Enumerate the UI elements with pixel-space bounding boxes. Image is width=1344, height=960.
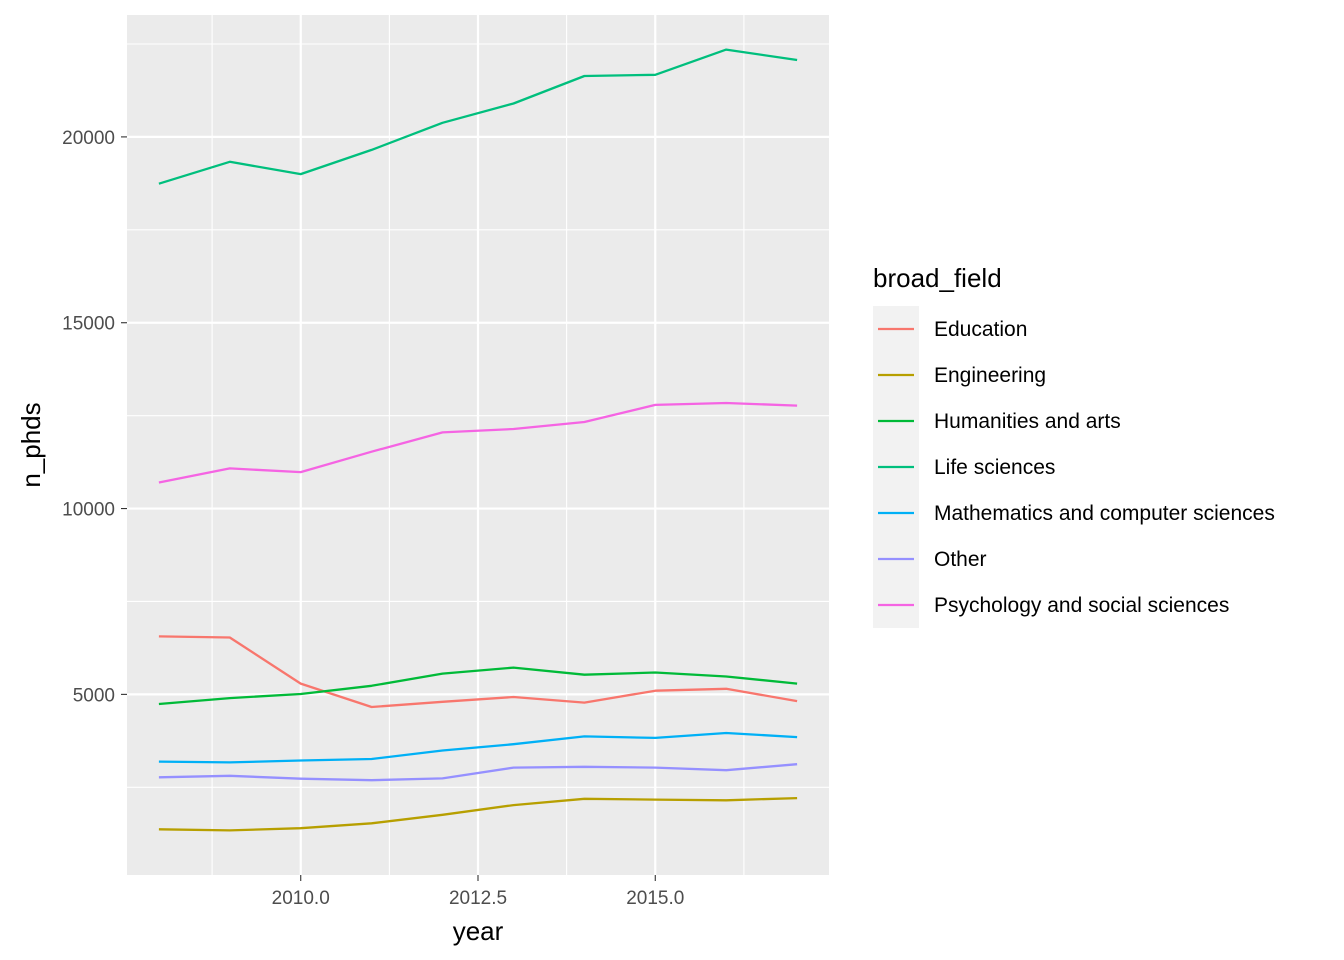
series-line-mathematics-and-computer-sciences [158, 731, 798, 764]
legend-label: Other [934, 548, 987, 571]
series-line-psychology-and-social-sciences [158, 401, 798, 484]
x-tick-label: 2012.5 [449, 888, 507, 909]
x-axis: 2010.0 2012.5 2015.0 [272, 875, 684, 909]
y-axis: 5000 10000 15000 20000 [62, 128, 127, 706]
series-lines [158, 48, 798, 832]
y-tick-label: 5000 [73, 685, 115, 706]
legend-label: Humanities and arts [934, 410, 1121, 433]
series-line-humanities-and-arts [158, 666, 798, 706]
series-line-other [158, 763, 798, 782]
x-tick-label: 2010.0 [272, 888, 330, 909]
y-tick-label: 10000 [62, 500, 115, 521]
y-tick-label: 15000 [62, 314, 115, 335]
legend-label: Psychology and social sciences [934, 594, 1229, 617]
y-axis-title: n_phds [16, 402, 46, 487]
legend-label: Education [934, 318, 1027, 341]
legend-label: Mathematics and computer sciences [934, 502, 1275, 525]
x-tick-label: 2015.0 [626, 888, 684, 909]
legend: broad_field Education Engineering Humaniti… [873, 263, 1275, 628]
legend-items: Education Engineering Humanities and arts L… [878, 318, 1275, 617]
x-axis-title: year [453, 916, 504, 946]
series-line-engineering [158, 796, 798, 832]
legend-title: broad_field [873, 263, 1002, 293]
series-line-life-sciences [158, 48, 798, 185]
legend-label: Life sciences [934, 456, 1055, 479]
series-line-education [158, 635, 798, 709]
major-gridlines [127, 15, 829, 875]
y-tick-label: 20000 [62, 128, 115, 149]
legend-label: Engineering [934, 364, 1046, 387]
